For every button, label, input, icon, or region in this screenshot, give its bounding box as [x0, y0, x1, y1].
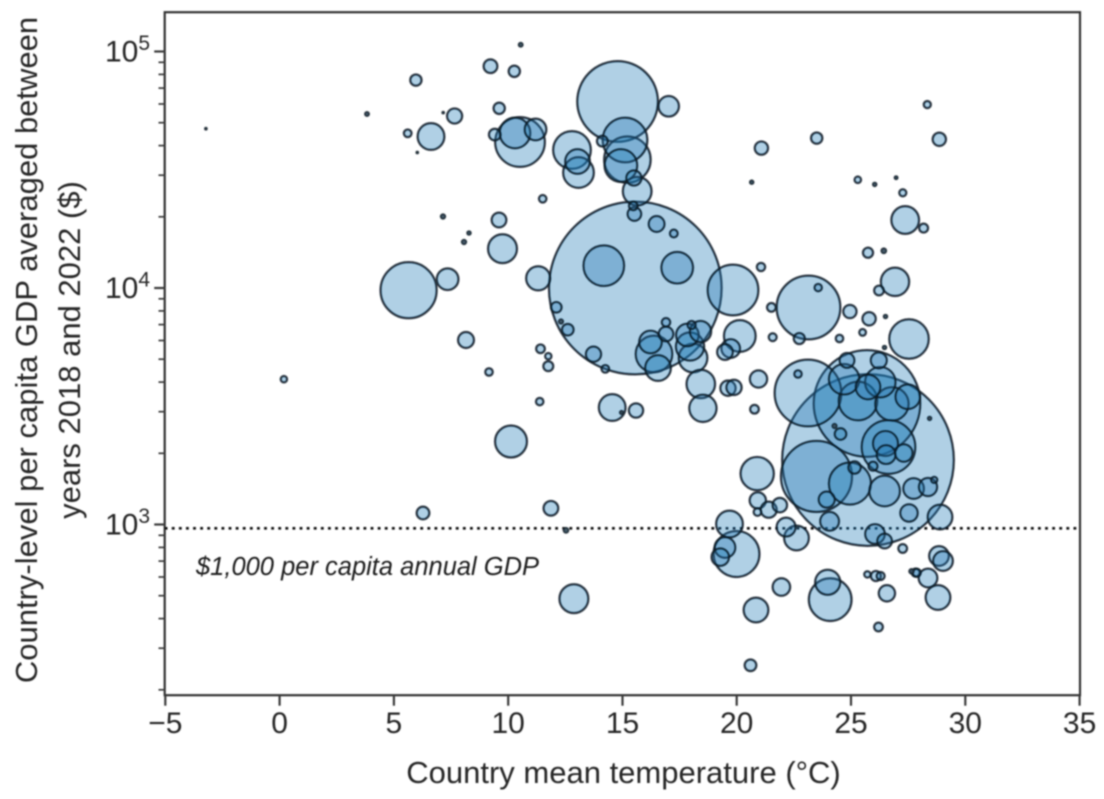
svg-text:30: 30 [949, 707, 982, 740]
svg-text:25: 25 [834, 707, 867, 740]
svg-text:Country mean temperature (°C): Country mean temperature (°C) [406, 755, 841, 790]
svg-text:−5: −5 [148, 707, 182, 740]
svg-text:104: 104 [105, 269, 150, 306]
svg-text:5: 5 [386, 707, 403, 740]
svg-text:10: 10 [492, 707, 525, 740]
svg-text:0: 0 [271, 707, 288, 740]
svg-text:$1,000 per capita annual GDP: $1,000 per capita annual GDP [195, 553, 539, 581]
svg-text:Country-level per capita GDP a: Country-level per capita GDP averaged be… [9, 17, 44, 683]
svg-text:20: 20 [720, 707, 753, 740]
svg-text:15: 15 [606, 707, 639, 740]
svg-text:35: 35 [1063, 707, 1096, 740]
svg-text:years 2018 and 2022 ($): years 2018 and 2022 ($) [52, 181, 87, 519]
